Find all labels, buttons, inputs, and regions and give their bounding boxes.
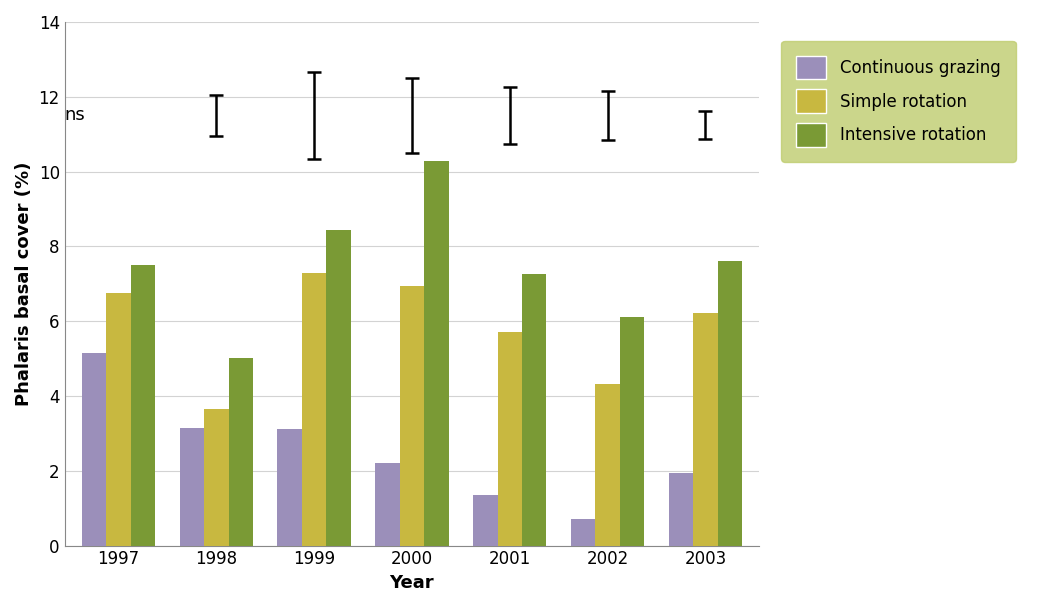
Bar — [131, 265, 155, 546]
Bar — [595, 384, 620, 546]
Bar — [694, 313, 718, 546]
Bar — [522, 274, 546, 546]
Bar — [204, 409, 229, 546]
Bar — [229, 358, 253, 546]
Bar — [424, 161, 448, 546]
Bar — [106, 293, 131, 546]
Legend: Continuous grazing, Simple rotation, Intensive rotation: Continuous grazing, Simple rotation, Int… — [781, 41, 1015, 161]
Text: ns: ns — [64, 106, 85, 124]
Bar — [180, 428, 204, 546]
Bar — [718, 262, 743, 546]
Bar — [278, 429, 302, 546]
Bar — [497, 333, 522, 546]
Bar — [571, 518, 595, 546]
X-axis label: Year: Year — [390, 574, 435, 592]
Bar — [327, 230, 350, 546]
Bar — [620, 317, 644, 546]
Bar — [669, 473, 694, 546]
Bar — [399, 286, 424, 546]
Bar — [302, 273, 327, 546]
Y-axis label: Phalaris basal cover (%): Phalaris basal cover (%) — [15, 161, 33, 406]
Bar — [375, 463, 399, 546]
Bar — [82, 353, 106, 546]
Bar — [473, 495, 497, 546]
